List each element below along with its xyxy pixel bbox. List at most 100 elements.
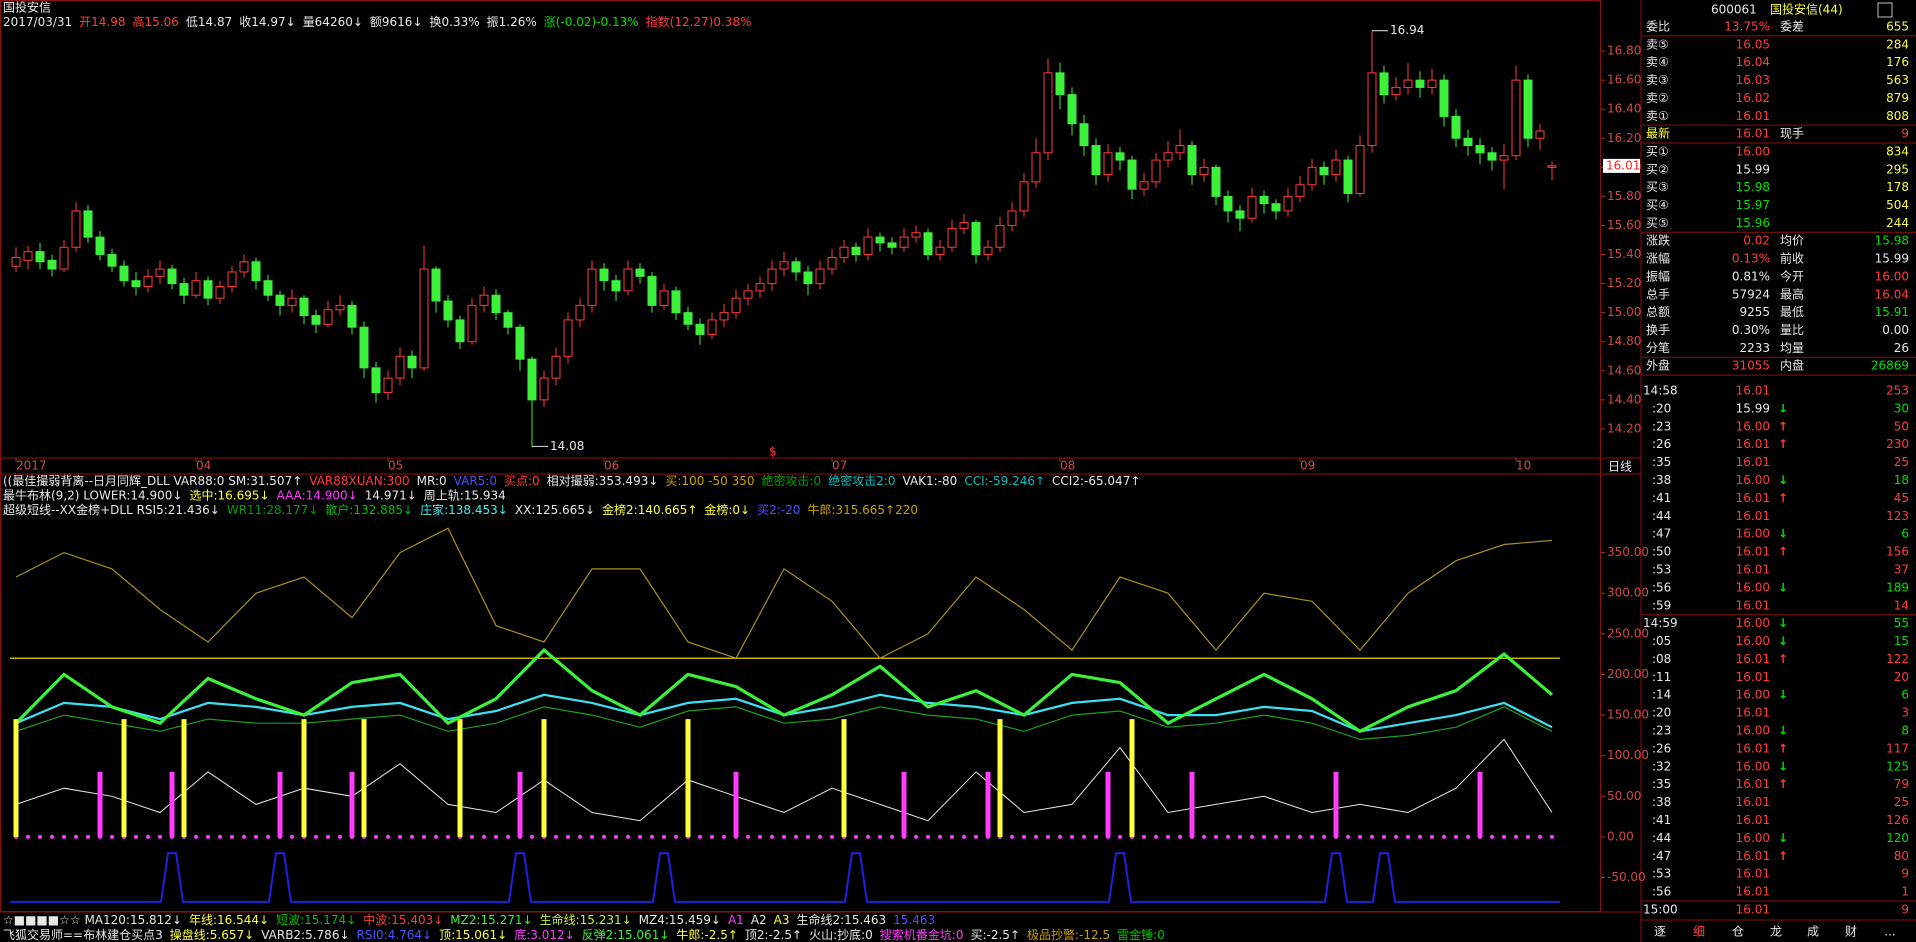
candle-body (383, 377, 393, 394)
zero-dot (698, 834, 702, 839)
tab[interactable]: 龙 (1770, 925, 1782, 939)
tick-cell: 230 (1886, 437, 1909, 451)
quote-cell: 15.98 (1736, 180, 1770, 194)
tab[interactable]: 成 (1807, 925, 1819, 939)
quote-cell: 0.81% (1732, 269, 1770, 283)
quote-cell: 26 (1894, 341, 1909, 355)
tick-cell: 16.01 (1736, 813, 1770, 827)
tab[interactable]: 仓 (1732, 925, 1744, 939)
tick-cell: :11 (1652, 670, 1671, 684)
magenta-bars (97, 771, 103, 837)
candle-body (263, 280, 273, 296)
tick-cell: 15:00 (1643, 903, 1678, 917)
zero-dot (1166, 834, 1170, 839)
quote-cell: 买⑤ (1646, 216, 1669, 230)
zero-dot (254, 834, 258, 839)
tick-cell: 25 (1894, 795, 1909, 809)
quote-cell: 9255 (1739, 305, 1770, 319)
indicator-line (15, 706, 1553, 741)
quote-cell: 最高 (1780, 286, 1804, 301)
zero-dot (1454, 834, 1458, 839)
quote-cell: 量比 (1780, 323, 1804, 337)
zero-dot (1274, 834, 1278, 839)
quote-cell: 振幅 (1646, 268, 1670, 283)
zero-dot (146, 834, 150, 839)
signal-pulse-line (10, 852, 1560, 903)
tick-cell: 16.01 (1736, 652, 1770, 666)
y-tick-label: 16.40 (1607, 102, 1641, 116)
info-line-item: 量64260↓ (303, 15, 363, 29)
window-icon[interactable] (1877, 2, 1893, 18)
zero-dot (614, 834, 618, 839)
candle-body (83, 210, 93, 238)
info-line-item: 2017/03/31 (3, 15, 72, 29)
tab[interactable]: 细 (1693, 925, 1705, 939)
candle-body (1091, 145, 1101, 176)
zero-dot (398, 834, 402, 839)
candle-body (995, 224, 1005, 248)
indicator-header-item: XX:125.665↓ (515, 503, 595, 517)
candle-body (11, 256, 21, 267)
tick-cell: 156 (1886, 545, 1909, 559)
zero-dot (1310, 834, 1314, 839)
zero-dot (1490, 834, 1494, 839)
candle-body (1499, 155, 1509, 161)
quote-cell: 16.04 (1736, 55, 1770, 69)
candle-body (1451, 115, 1461, 139)
quote-cell: 涨跌 (1646, 233, 1670, 248)
yellow-bars (1129, 719, 1135, 837)
footer-line: 飞狐交易师==布林建仓买点3 操盘线:5.657↓ VARB2:5.786↓ RSI0… (3, 927, 1165, 942)
y-tick-label: 150.00 (1607, 708, 1649, 722)
tick-cell: 16.01 (1736, 903, 1770, 917)
zero-dot (866, 834, 870, 839)
zero-dot (110, 834, 114, 839)
footer-line-item: 火山:抄底:0 (809, 927, 873, 942)
stock-code: 600061 (1711, 3, 1757, 17)
tick-cell: 117 (1886, 741, 1909, 755)
zero-dot (1154, 834, 1158, 839)
tick-cell: :41 (1652, 491, 1671, 505)
zero-dot (194, 834, 198, 839)
candle-body (671, 290, 681, 314)
quote-cell: 16.05 (1736, 37, 1770, 51)
tick-cell: ↑ (1778, 419, 1788, 433)
candle-body (455, 319, 465, 343)
indicator-header-item: VAK1:-80 (903, 474, 958, 488)
indicator-header-item: CCI:-59.246↑ (964, 474, 1045, 488)
candle-body (407, 355, 417, 369)
tick-cell: ↑ (1778, 849, 1788, 863)
footer-line-item: MZ4:15.459↓ (639, 913, 721, 927)
zero-dot (638, 834, 642, 839)
tick-cell: ↓ (1778, 616, 1788, 630)
candle-body (215, 286, 225, 299)
indicator-header-item: 相对撮弱:353.493↓ (547, 474, 659, 488)
candle-body (635, 268, 645, 277)
zero-dot (794, 834, 798, 839)
yellow-bars (685, 719, 691, 837)
candle-body (1103, 152, 1113, 176)
zero-dot (1238, 834, 1242, 839)
candle-body (1271, 203, 1281, 212)
tab[interactable]: 逐 (1654, 925, 1666, 939)
footer-line-item: A2 (751, 913, 767, 927)
indicator-header-item: MR:0 (417, 474, 447, 488)
candle-body (1199, 166, 1209, 176)
zero-dot (494, 834, 498, 839)
candle-body (1223, 195, 1233, 212)
tick-cell: :56 (1652, 580, 1671, 594)
tab[interactable]: 财 (1845, 925, 1857, 939)
tick-cell: :38 (1652, 795, 1671, 809)
tab[interactable]: ... (1884, 925, 1895, 939)
candle-body (1307, 166, 1317, 186)
info-line-item: 换0.33% (430, 15, 480, 29)
info-line-item: 振1.26% (487, 15, 537, 29)
y-tick-label: 16.60 (1607, 73, 1641, 87)
candle-body (1283, 195, 1293, 212)
quote-cell: 15.99 (1736, 162, 1770, 176)
candle-body (863, 236, 873, 256)
candle-body (23, 251, 33, 261)
zero-dot (1082, 834, 1086, 839)
zero-dot (914, 834, 918, 839)
candle-body (491, 294, 501, 314)
zero-dot (74, 834, 78, 839)
